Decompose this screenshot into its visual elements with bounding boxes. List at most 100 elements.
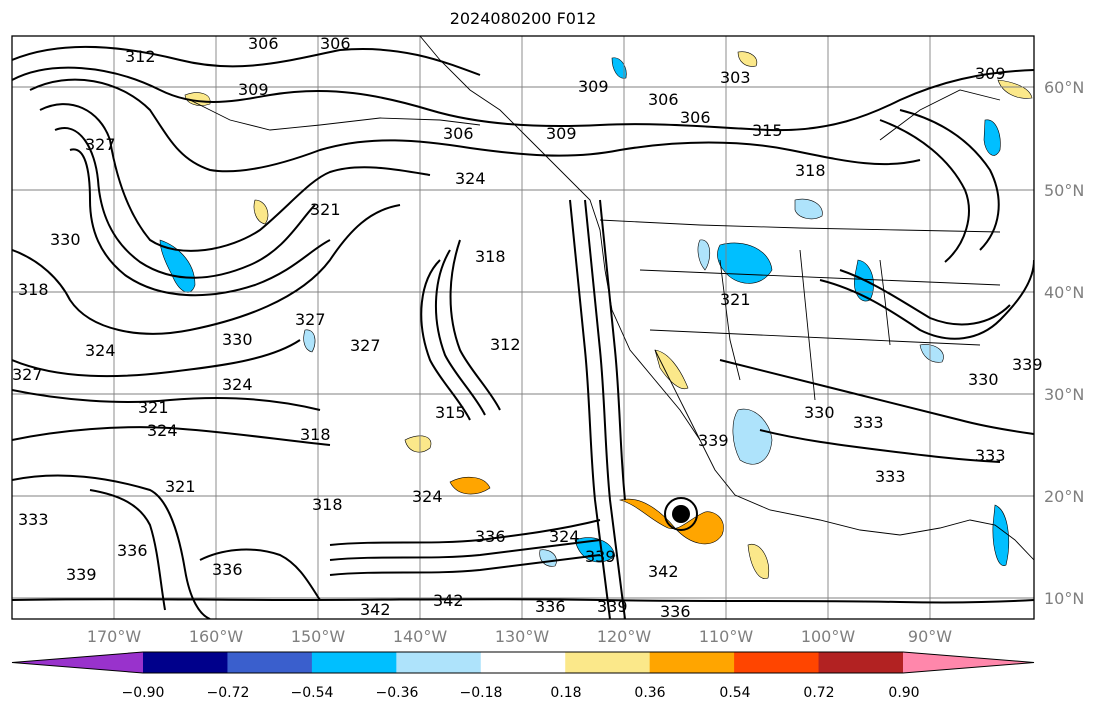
cyclone-marker (664, 497, 698, 531)
colorbar-segment (903, 652, 1034, 673)
lat-label: 50°N (1044, 181, 1084, 200)
colorbar-tick-labels: −0.90 −0.72 −0.54 −0.36 −0.18 0.18 0.36 … (122, 685, 920, 701)
contour-label: 342 (648, 562, 679, 581)
lon-label: 150°W (291, 627, 346, 646)
contour-label: 324 (549, 527, 580, 546)
contour-label: 315 (435, 403, 466, 422)
colorbar-segments (11, 651, 1035, 674)
contour-label: 333 (18, 510, 49, 529)
contour-label: 318 (300, 425, 331, 444)
contour-label: 324 (222, 375, 253, 394)
longitude-labels: 170°W 160°W 150°W 140°W 130°W 120°W 110°… (87, 627, 952, 646)
lat-label: 30°N (1044, 385, 1084, 404)
contour-label: 309 (238, 80, 269, 99)
colorbar-tick-label: 0.36 (634, 685, 665, 701)
contour-label: 306 (680, 108, 711, 127)
contour-label-layer: 306 306 312 309 309 306 306 303 309 315 … (12, 34, 1043, 621)
colorbar-segment (227, 652, 313, 673)
lat-label: 10°N (1044, 589, 1084, 608)
lon-label: 110°W (699, 627, 754, 646)
colorbar-tick-label: −0.54 (291, 685, 334, 701)
contour-label: 324 (147, 421, 178, 440)
contour-label: 318 (18, 280, 49, 299)
contour-label: 336 (535, 597, 566, 616)
contour-label: 309 (578, 77, 609, 96)
contour-label: 339 (585, 547, 616, 566)
contour-label: 330 (968, 370, 999, 389)
contour-label: 324 (412, 487, 443, 506)
contour-label: 321 (310, 200, 341, 219)
contour-label: 336 (475, 527, 506, 546)
contour-label: 321 (165, 477, 196, 496)
contour-label: 333 (875, 467, 906, 486)
map-panel: 306 306 312 309 309 306 306 303 309 315 … (11, 34, 1043, 621)
colorbar-segment (818, 652, 904, 673)
map-title: 2024080200 F012 (449, 9, 597, 28)
colorbar-segment (565, 652, 651, 673)
contour-label: 327 (350, 336, 381, 355)
contour-label: 330 (222, 330, 253, 349)
lon-label: 160°W (189, 627, 244, 646)
contour-label: 321 (138, 398, 169, 417)
contour-label: 306 (320, 34, 351, 53)
contour-label: 309 (975, 64, 1006, 83)
lat-label: 20°N (1044, 487, 1084, 506)
contour-label: 342 (433, 591, 464, 610)
map-background (12, 36, 1034, 619)
colorbar-segment (12, 652, 143, 673)
contour-label: 333 (853, 413, 884, 432)
contour-label: 309 (546, 124, 577, 143)
contour-label: 333 (975, 446, 1006, 465)
contour-label: 303 (720, 68, 751, 87)
lon-label: 170°W (87, 627, 142, 646)
contour-label: 339 (597, 597, 628, 616)
colorbar-tick-label: −0.18 (460, 685, 503, 701)
colorbar-tick-label: 0.18 (550, 685, 581, 701)
lon-label: 120°W (597, 627, 652, 646)
colorbar-segment (480, 652, 566, 673)
colorbar-segment (396, 652, 482, 673)
contour-label: 342 (360, 600, 391, 619)
contour-label: 315 (752, 121, 783, 140)
contour-label: 339 (698, 431, 729, 450)
contour-label: 306 (443, 124, 474, 143)
contour-label: 318 (795, 161, 826, 180)
contour-label: 324 (85, 341, 116, 360)
contour-label: 318 (312, 495, 343, 514)
colorbar: −0.90 −0.72 −0.54 −0.36 −0.18 0.18 0.36 … (11, 651, 1035, 701)
contour-label: 330 (804, 403, 835, 422)
colorbar-tick-label: 0.72 (803, 685, 834, 701)
contour-label: 327 (85, 135, 116, 154)
contour-label: 312 (125, 47, 156, 66)
contour-label: 324 (455, 169, 486, 188)
contour-label: 306 (648, 90, 679, 109)
lat-label: 60°N (1044, 78, 1084, 97)
colorbar-tick-label: −0.36 (376, 685, 419, 701)
contour-lines (12, 45, 1034, 619)
contour-label: 312 (490, 335, 521, 354)
lon-label: 90°W (908, 627, 952, 646)
colorbar-tick-label: 0.90 (888, 685, 919, 701)
colorbar-tick-label: 0.54 (719, 685, 750, 701)
map-frame (11, 35, 1035, 620)
lon-label: 140°W (393, 627, 448, 646)
contour-label: 339 (1012, 355, 1043, 374)
colorbar-segment (649, 652, 735, 673)
contour-label: 306 (248, 34, 279, 53)
contour-label: 318 (475, 247, 506, 266)
colorbar-tick-label: −0.90 (122, 685, 165, 701)
contour-label: 321 (720, 290, 751, 309)
contour-label: 339 (66, 565, 97, 584)
colorbar-segment (734, 652, 820, 673)
contour-label: 336 (117, 541, 148, 560)
coastlines (189, 36, 1034, 561)
contour-label: 327 (295, 310, 326, 329)
lon-label: 100°W (801, 627, 856, 646)
lat-label: 40°N (1044, 283, 1084, 302)
colorbar-outline (11, 651, 1035, 674)
contour-label: 336 (660, 602, 691, 621)
contour-label: 327 (12, 365, 43, 384)
colorbar-tick-label: −0.72 (207, 685, 250, 701)
colorbar-segment (143, 652, 228, 673)
